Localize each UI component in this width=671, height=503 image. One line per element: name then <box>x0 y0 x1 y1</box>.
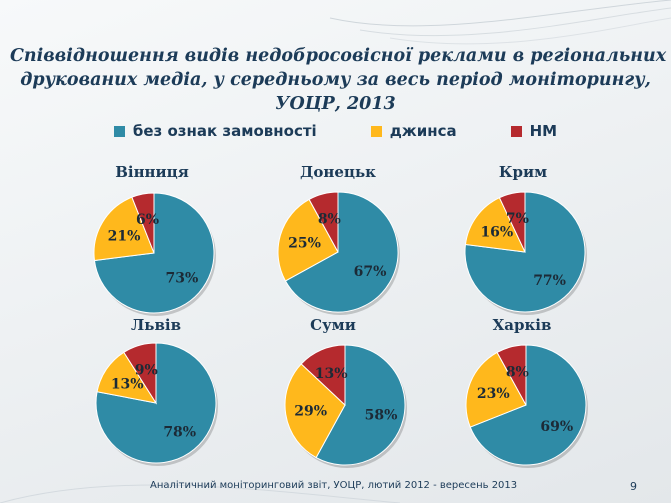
pie-title: Крим <box>499 163 547 181</box>
pie-slice-no-signs <box>284 191 399 313</box>
data-label-no-signs: 58% <box>365 407 398 423</box>
data-label-dzhynsa: 25% <box>288 235 321 251</box>
pie-slice-nm <box>308 191 339 253</box>
data-label-dzhynsa: 21% <box>108 228 141 244</box>
data-label-nm: 9% <box>135 363 158 379</box>
legend-item-dzhynsa: джинса <box>370 122 457 140</box>
pie-slice-dzhynsa <box>277 198 339 282</box>
data-label-nm: 6% <box>136 212 159 228</box>
legend-item-no-signs: без ознак замовності <box>113 122 317 140</box>
title-line-3: УОЦР, 2013 <box>275 94 396 114</box>
pie-6: 69% 23% 8% Харків <box>465 316 588 468</box>
pie-title: Суми <box>310 316 356 334</box>
pie-slice-no-signs <box>315 344 406 466</box>
legend-item-nm: НМ <box>510 122 558 140</box>
pie-title: Донецьк <box>300 163 376 181</box>
data-label-dzhynsa: 13% <box>111 376 144 392</box>
data-label-no-signs: 67% <box>354 264 387 280</box>
page-number: 9 <box>630 480 637 493</box>
pie-slice-no-signs <box>95 342 217 464</box>
legend-swatch-dzhynsa <box>370 125 382 137</box>
pie-slice-nm <box>300 344 346 407</box>
title-line-2: друкованих медіа, у середньому за весь п… <box>20 70 651 90</box>
legend-label-dzhynsa: джинса <box>389 122 457 140</box>
data-label-nm: 7% <box>506 211 529 227</box>
pie-1: 73% 21%6% Вінниця <box>93 163 216 316</box>
pie-slice-nm <box>498 191 526 253</box>
pie-slice-nm <box>123 342 157 405</box>
pie-slice-no-signs <box>464 191 586 313</box>
pie-slice-nm <box>131 192 155 254</box>
pie-title: Вінниця <box>115 163 189 181</box>
pie-slice-no-signs <box>469 344 587 466</box>
pie-slice-dzhynsa <box>93 196 155 262</box>
chart-title: Співвідношення видів недобросовісної рек… <box>10 44 667 116</box>
legend: без ознак замовності джинса НМ <box>0 122 671 140</box>
pie-slice-dzhynsa <box>465 351 527 428</box>
data-label-nm: 8% <box>318 211 341 227</box>
pie-4: 78% 13%9% Львів <box>95 316 218 466</box>
legend-label-nm: НМ <box>529 122 558 140</box>
data-label-nm: 8% <box>506 364 529 380</box>
legend-swatch-no-signs <box>113 125 125 137</box>
data-label-no-signs: 73% <box>166 271 199 287</box>
pie-title: Харків <box>493 316 552 334</box>
legend-label-no-signs: без ознак замовності <box>132 122 317 140</box>
pie-5: 58% 29% 13% Суми <box>284 316 407 468</box>
data-label-no-signs: 69% <box>540 419 573 435</box>
data-label-nm: 13% <box>315 366 348 382</box>
pie-slice-dzhynsa <box>464 197 526 253</box>
data-label-dzhynsa: 29% <box>294 403 327 419</box>
data-label-no-signs: 77% <box>533 273 566 289</box>
pie-title: Львів <box>131 316 181 334</box>
footer-text: Аналітичний моніторинговий звіт, УОЦР, л… <box>150 480 518 491</box>
data-label-no-signs: 78% <box>163 425 196 441</box>
title-line-1: Співвідношення видів недобросовісної рек… <box>10 46 667 66</box>
pie-2: 67% 25% 8% Донецьк <box>277 163 400 315</box>
data-label-dzhynsa: 23% <box>477 386 510 402</box>
pie-slice-dzhynsa <box>284 363 346 459</box>
pie-3: 77% 16%7% Крим <box>464 163 587 315</box>
data-label-dzhynsa: 16% <box>480 225 513 241</box>
pie-slice-nm <box>496 344 527 406</box>
legend-swatch-nm <box>510 125 522 137</box>
